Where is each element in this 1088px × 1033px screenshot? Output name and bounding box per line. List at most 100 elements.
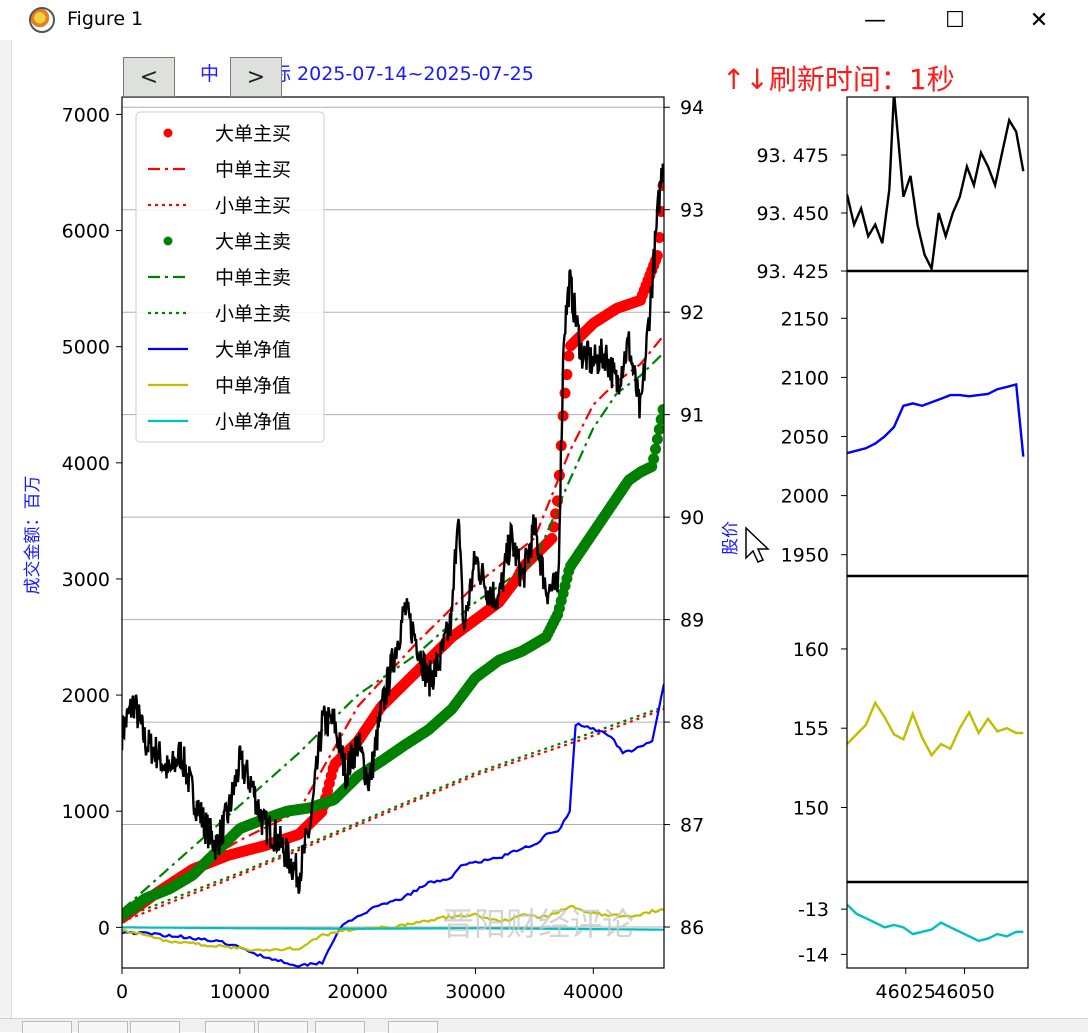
legend-label: 大单主卖	[215, 231, 291, 253]
main-axes-frame	[121, 96, 665, 969]
y-tick-label: 155	[793, 718, 829, 740]
data-point	[559, 387, 571, 399]
toolbar-home-button[interactable]	[22, 1021, 72, 1033]
matplotlib-icon	[29, 7, 55, 33]
legend-label: 中单主买	[215, 159, 291, 181]
data-point	[553, 469, 565, 481]
x-tick-label: 20000	[327, 981, 387, 1003]
x-tick-label: 30000	[445, 981, 505, 1003]
window-left-edge	[0, 40, 12, 1030]
data-point	[657, 404, 664, 416]
data-point	[561, 369, 573, 381]
subplot-line	[847, 903, 1024, 943]
main-title-part-a: 中	[200, 63, 219, 85]
subplot-line	[847, 382, 1025, 457]
y-tick-label: 7000	[62, 104, 110, 126]
y-tick-label: -14	[798, 944, 829, 966]
y-tick-label: 1000	[62, 801, 110, 823]
y-tick-label: 2000	[62, 685, 110, 707]
x-tick-label: 10000	[210, 981, 270, 1003]
y-tick-label: 5000	[62, 337, 110, 359]
y-tick-label: 2100	[781, 367, 829, 389]
y-right-tick-label: 87	[680, 815, 704, 837]
y-right-tick-label: 91	[680, 405, 704, 427]
y-right-tick-label: 94	[680, 97, 704, 119]
legend-label: 中单净值	[215, 375, 291, 397]
legend-marker	[163, 128, 173, 138]
y-tick-label: 93. 475	[756, 145, 829, 167]
x-tick-label: 46025	[876, 981, 936, 1003]
y-right-tick-label: 88	[680, 712, 704, 734]
legend-label: 大单净值	[215, 339, 291, 361]
y-tick-label: 6000	[62, 221, 110, 243]
data-point	[546, 533, 558, 545]
legend-label: 小单主买	[215, 195, 291, 217]
toolbar-zoom-button[interactable]	[258, 1021, 308, 1033]
sub-axes: 93. 425 93. 450 93. 475 1950 2000 2050 2100 215…	[756, 96, 1029, 1003]
y-tick-label: 3000	[62, 569, 110, 591]
y-tick-label: 4000	[62, 453, 110, 475]
legend-label: 大单主买	[215, 123, 291, 145]
window-title: Figure 1	[67, 8, 144, 30]
minimize-button[interactable]: —	[864, 7, 886, 33]
maximize-button[interactable]: ☐	[945, 7, 965, 33]
toolbar-pan-button[interactable]	[205, 1021, 255, 1033]
y-tick-label: 150	[793, 797, 829, 819]
subplot-1: 93. 425 93. 450 93. 475	[756, 96, 1029, 283]
y-tick-label: 2050	[781, 427, 829, 449]
y-right-tick-label: 86	[680, 917, 704, 939]
x-tick-label: 0	[116, 981, 128, 1003]
y-tick-label: 160	[793, 639, 829, 661]
watermark: 晋阳财经评论	[442, 905, 634, 943]
left-axis-label: 成交金额：百万	[23, 476, 43, 595]
next-button[interactable]: >	[230, 57, 282, 97]
subplot-3: 150 155 160	[793, 575, 1029, 883]
series-big_sell	[122, 404, 664, 922]
right-axis-label: 股价	[721, 521, 741, 555]
prev-button[interactable]: <	[123, 57, 175, 97]
refresh-time-label: ↑↓刷新时间：1秒	[722, 63, 955, 96]
y-right-tick-label: 90	[680, 507, 704, 529]
series-big_net	[122, 683, 664, 968]
toolbar-save-button[interactable]	[388, 1021, 438, 1033]
legend-label: 小单主卖	[215, 303, 291, 325]
subplot-frame	[846, 270, 1029, 577]
y-tick-label: 2000	[781, 486, 829, 508]
data-point	[563, 350, 575, 362]
x-tick-label: 40000	[563, 981, 623, 1003]
subplot-2: 1950 2000 2050 2100 2150	[781, 270, 1029, 577]
legend-label: 中单主卖	[215, 267, 291, 289]
main-axes: 0 1000 2000 3000 4000 5000 6000 7000 86 87 88 89 90 9…	[62, 96, 704, 1003]
plot-area	[122, 163, 664, 968]
legend-frame	[135, 111, 325, 443]
y-tick-label: 93. 450	[756, 203, 829, 225]
title-bar: Figure 1 — ☐ ✕	[0, 0, 1088, 40]
legend-marker	[163, 236, 173, 246]
y-tick-label: 1950	[781, 545, 829, 567]
y-right-tick-label: 92	[680, 302, 704, 324]
series-price	[122, 163, 664, 894]
data-point	[650, 443, 662, 455]
y-tick-label: 93. 425	[756, 261, 829, 283]
toolbar-back-button[interactable]	[78, 1021, 128, 1033]
data-point	[651, 433, 663, 445]
y-tick-label: 0	[98, 917, 110, 939]
y-right-tick-label: 93	[680, 200, 704, 222]
series-small_net	[122, 926, 664, 931]
main-title-part-b: 标 2025-07-14~2025-07-25	[272, 63, 534, 85]
subplot-line	[847, 700, 1024, 758]
toolbar-subplots-button[interactable]	[315, 1021, 365, 1033]
toolbar-forward-button[interactable]	[130, 1021, 180, 1033]
close-button[interactable]: ✕	[1029, 7, 1049, 33]
y-tick-label: 2150	[781, 308, 829, 330]
x-tick-label: 46050	[934, 981, 994, 1003]
subplot-frame	[846, 96, 1029, 272]
mouse-cursor-icon	[745, 526, 770, 563]
legend-label: 小单净值	[215, 411, 291, 433]
data-point	[648, 453, 660, 465]
y-right-tick-label: 89	[680, 610, 704, 632]
subplot-line	[847, 97, 1025, 271]
